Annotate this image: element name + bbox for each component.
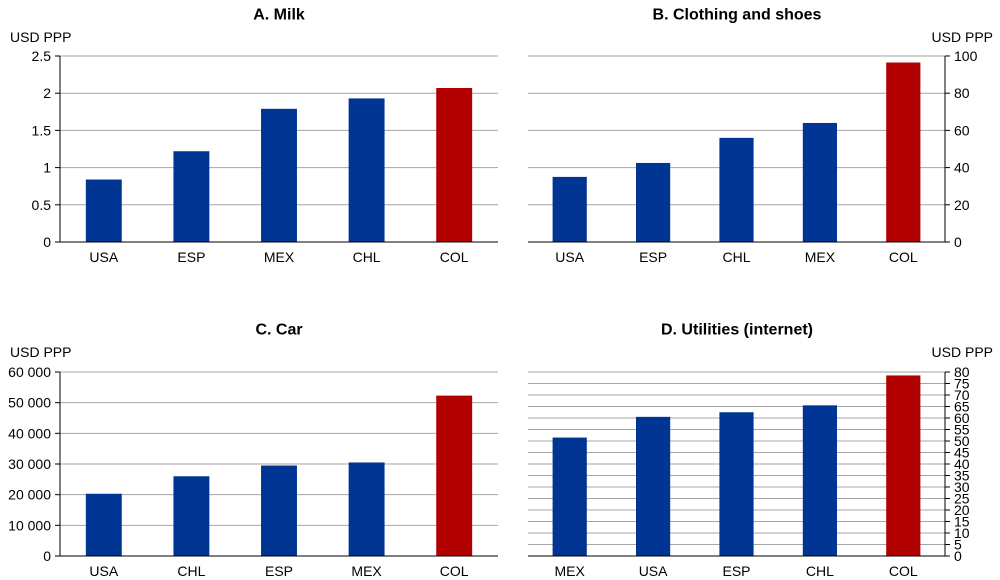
panel-d-unit-label: USD PPP <box>932 344 993 360</box>
panel-c-y-tick-label: 0 <box>43 548 51 564</box>
panel-b-y-tick-label: 80 <box>954 85 970 101</box>
panel-a-bar-col <box>436 87 473 242</box>
panel-d-title: D. Utilities (internet) <box>661 322 813 339</box>
panel-a-x-tick-label: USA <box>89 249 118 265</box>
panel-c-y-tick-label: 10 000 <box>8 517 51 533</box>
panel-b-x-tick-label: USA <box>555 249 584 265</box>
panel-c-y-tick-label: 60 000 <box>8 364 51 380</box>
panel-b-y-tick-label: 100 <box>954 48 978 64</box>
panel-c-y-tick-label: 20 000 <box>8 487 51 503</box>
panel-c-title: C. Car <box>255 322 302 339</box>
panel-d-y-tick-label: 60 <box>954 410 970 426</box>
panel-a-bar-mex <box>261 108 297 242</box>
panel-a-y-tick-label: 0.5 <box>32 197 52 213</box>
panel-c-y-tick-label: 50 000 <box>8 395 51 411</box>
panel-a-y-tick-label: 2 <box>43 85 51 101</box>
panel-b-y-tick-label: 40 <box>954 160 970 176</box>
panel-a-x-tick-label: MEX <box>264 249 295 265</box>
panel-d-bar-esp <box>719 412 754 556</box>
panel-d-x-tick-label: USA <box>639 563 668 579</box>
panel-b-y-tick-label: 60 <box>954 122 970 138</box>
panel-a-x-tick-label: ESP <box>177 249 205 265</box>
panel-b-bar-usa <box>552 176 587 242</box>
panel-b-bar-chl <box>719 137 754 242</box>
panel-d-x-tick-label: COL <box>889 563 918 579</box>
panel-d-y-tick-label: 80 <box>954 364 970 380</box>
panel-b-y-tick-label: 0 <box>954 234 962 250</box>
panel-d-y-tick-label: 40 <box>954 456 970 472</box>
panel-a-bar-chl <box>348 98 385 243</box>
panel-b-x-tick-label: CHL <box>722 249 750 265</box>
panel-c-x-tick-label: CHL <box>177 563 205 579</box>
panel-b-bar-mex <box>802 122 837 242</box>
panel-d-y-tick-label: 70 <box>954 387 970 403</box>
panel-a-y-tick-label: 1.5 <box>32 122 52 138</box>
panel-a-unit-label: USD PPP <box>10 29 71 45</box>
panel-c-y-tick-label: 40 000 <box>8 425 51 441</box>
panel-a-y-tick-label: 1 <box>43 160 51 176</box>
panel-c-unit-label: USD PPP <box>10 344 71 360</box>
panel-c-bar-chl <box>173 476 210 556</box>
panel-c-x-tick-label: ESP <box>265 563 293 579</box>
panel-a-y-tick-label: 2.5 <box>32 48 52 64</box>
panel-c-x-tick-label: MEX <box>351 563 382 579</box>
panel-d-bar-usa <box>636 416 671 556</box>
panel-d-y-tick-label: 45 <box>954 445 970 461</box>
panel-b-y-tick-label: 20 <box>954 197 970 213</box>
panel-d-y-tick-label: 30 <box>954 479 970 495</box>
panel-a-bar-esp <box>173 151 210 242</box>
panel-c-bar-esp <box>261 465 297 556</box>
panel-c-y-tick-label: 30 000 <box>8 456 51 472</box>
panel-b-bar-col <box>886 62 921 243</box>
panel-a-x-tick-label: CHL <box>353 249 381 265</box>
panel-d-x-tick-label: MEX <box>555 563 586 579</box>
panel-d-y-tick-label: 65 <box>954 399 970 415</box>
panel-d-y-tick-label: 55 <box>954 422 970 438</box>
panel-c-bar-col <box>436 395 473 556</box>
panel-d-y-tick-label: 5 <box>954 537 962 553</box>
panel-d-bar-mex <box>552 437 587 556</box>
panel-d-y-tick-label: 10 <box>954 525 970 541</box>
panel-a-y-tick-label: 0 <box>43 234 51 250</box>
panel-d-y-tick-label: 0 <box>954 548 962 564</box>
panel-a-bar-usa <box>85 179 122 242</box>
panel-d-y-tick-label: 25 <box>954 491 970 507</box>
panel-d-y-tick-label: 20 <box>954 502 970 518</box>
panel-a-title: A. Milk <box>253 7 305 24</box>
panel-c-bar-usa <box>85 493 122 556</box>
panel-d-y-tick-label: 35 <box>954 468 970 484</box>
panel-d-y-tick-label: 75 <box>954 376 970 392</box>
panel-d-bar-col <box>886 375 921 556</box>
panel-c-x-tick-label: USA <box>89 563 118 579</box>
panel-d-y-tick-label: 15 <box>954 514 970 530</box>
panel-b-bar-esp <box>636 162 671 242</box>
panel-d-bar-chl <box>802 405 837 556</box>
panel-c-x-tick-label: COL <box>440 563 469 579</box>
panel-d-x-tick-label: CHL <box>806 563 834 579</box>
panel-b-x-tick-label: ESP <box>639 249 667 265</box>
panel-a-x-tick-label: COL <box>440 249 469 265</box>
panel-b-x-tick-label: COL <box>889 249 918 265</box>
panel-c-bar-mex <box>348 462 385 556</box>
panel-b-unit-label: USD PPP <box>932 29 993 45</box>
panel-b-title: B. Clothing and shoes <box>653 7 822 24</box>
panel-d-y-tick-label: 50 <box>954 433 970 449</box>
panel-b-x-tick-label: MEX <box>805 249 836 265</box>
panel-d-x-tick-label: ESP <box>722 563 750 579</box>
